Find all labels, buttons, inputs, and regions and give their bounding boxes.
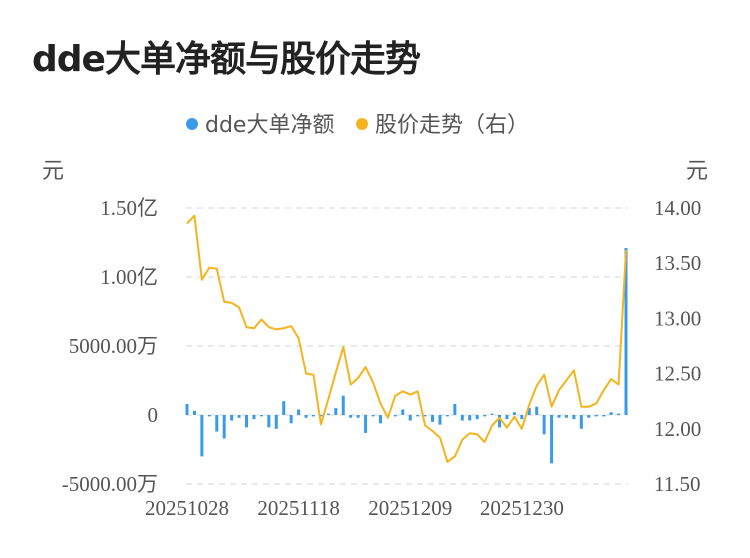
dde-bars [185,248,628,464]
right-tick-label: 11.50 [654,472,700,496]
dde-bar [468,415,472,421]
dde-bar [460,415,464,421]
right-axis: 11.50 12.00 12.50 13.00 13.50 14.00 元 [654,159,708,496]
dde-bar [431,415,435,422]
dde-bar [527,408,531,415]
dde-bar [364,415,368,433]
dde-bar [222,415,226,439]
dde-bar [200,415,204,457]
price-line [186,214,627,463]
right-tick-label: 12.50 [654,362,701,386]
left-tick-label: 0 [148,403,159,427]
dde-bar [326,413,330,415]
legend-marker-dde [186,118,198,130]
dde-bar [274,415,278,429]
x-tick-label: 20251118 [257,496,339,520]
dde-bar [594,415,598,417]
dde-bar [282,401,286,415]
legend-label-price: 股价走势（右） [375,113,529,138]
grid-lines [186,207,628,485]
dde-bar [245,415,249,428]
x-axis: 20251028 20251118 20251209 20251230 [145,496,564,520]
dde-bar [572,415,576,420]
dde-bar [289,415,293,424]
right-tick-label: 13.00 [654,306,701,330]
left-axis-unit: 元 [42,159,64,184]
x-tick-label: 20251230 [480,496,564,520]
chart-title: dde大单净额与股价走势 [32,39,421,80]
dde-bar [602,415,606,417]
dde-bar [341,395,345,415]
dde-bar [192,410,196,415]
dde-bar [252,415,256,420]
left-tick-label: -5000.00万 [62,472,158,496]
dde-bar [311,415,315,417]
dde-bar [408,415,412,421]
dde-bar [445,415,449,417]
left-tick-label: 1.00亿 [100,265,158,289]
dde-bar [535,406,539,415]
dde-bar [453,403,457,415]
dde-bar [371,415,375,417]
dde-bar [297,409,301,415]
dde-bar [624,248,628,415]
dde-bar [557,415,561,418]
chart-legend: dde大单净额 股价走势（右） [186,113,529,138]
right-axis-unit: 元 [686,159,708,184]
dde-bar [490,413,494,415]
dde-bar [512,412,516,415]
dde-bar [542,415,546,435]
legend-marker-price [356,118,368,130]
dde-bar [587,415,591,418]
x-tick-label: 20251028 [145,496,229,520]
dde-bar [237,415,241,418]
dde-bar [498,415,502,428]
dde-bar [215,415,219,432]
legend-label-dde: dde大单净额 [205,113,334,138]
dde-bar [423,415,427,417]
dde-bar [230,415,234,421]
dde-bar [259,415,263,417]
x-tick-label: 20251209 [368,496,452,520]
right-tick-label: 14.00 [654,196,701,220]
dde-bar [505,415,509,420]
dde-bar [356,415,360,418]
dde-bar [564,415,568,418]
dde-bar [378,415,382,424]
right-tick-label: 13.50 [654,251,701,275]
left-axis: -5000.00万 0 5000.00万 1.00亿 1.50亿 元 [42,159,158,496]
dde-bar [334,408,338,415]
dde-bar [207,415,211,417]
dde-bar [401,409,405,415]
dde-bar [550,415,554,464]
dde-bar [304,415,308,418]
dde-bar [438,415,442,425]
dde-bar [185,403,189,415]
dde-bar [416,415,420,417]
dde-bar [267,415,271,428]
dde-bar [617,413,621,415]
dde-bar [475,415,479,420]
dde-bar [520,415,524,420]
dde-bar [483,415,487,417]
dde-bar [609,412,613,415]
dde-bar [393,415,397,417]
price-line-path [186,214,627,463]
dde-bar [579,415,583,429]
right-tick-label: 12.00 [654,417,701,441]
dde-bar [349,415,353,418]
left-tick-label: 5000.00万 [69,334,158,358]
dde-bar [319,415,323,417]
left-tick-label: 1.50亿 [100,196,158,220]
